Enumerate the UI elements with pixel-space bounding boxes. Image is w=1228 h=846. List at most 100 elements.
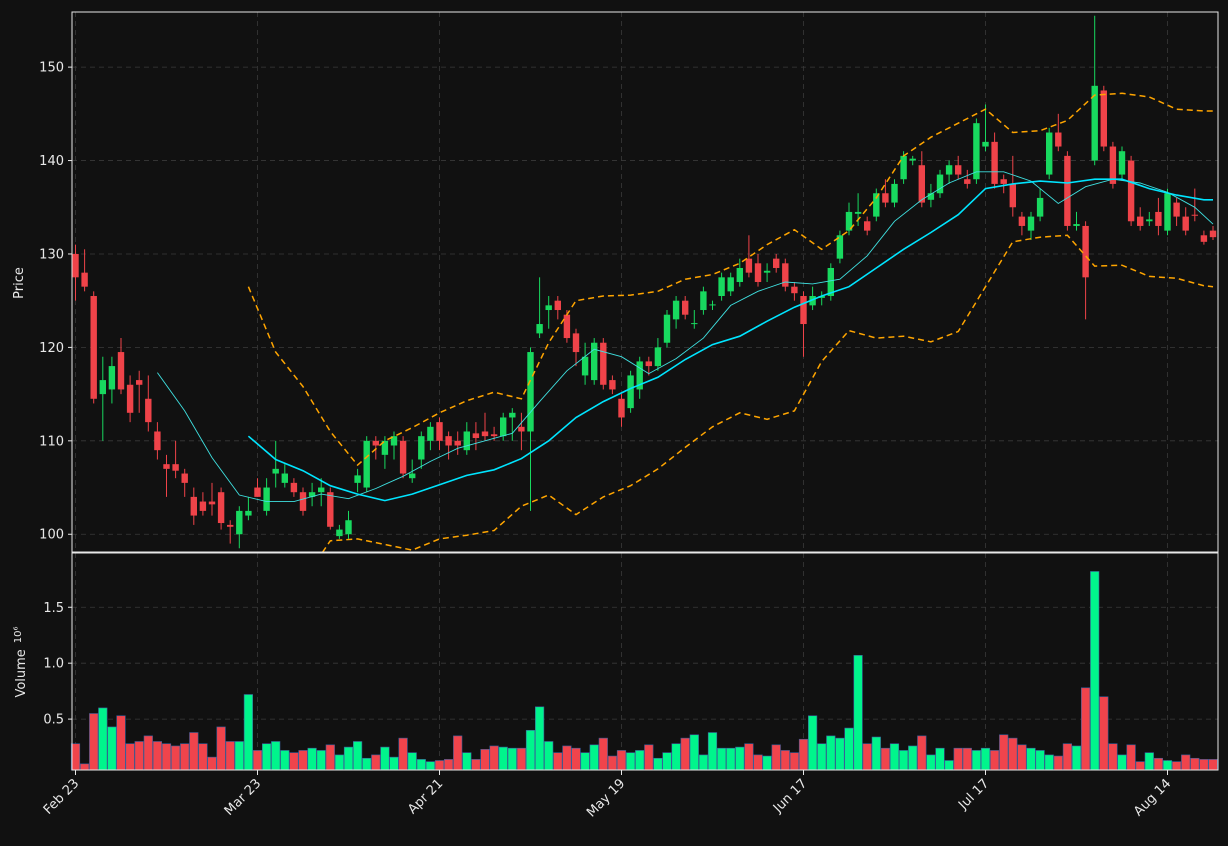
candle-body bbox=[1055, 132, 1062, 147]
candle-body bbox=[691, 323, 698, 325]
candle-body bbox=[509, 412, 516, 418]
volume-bar bbox=[234, 741, 244, 771]
volume-bar bbox=[999, 734, 1009, 771]
volume-bar bbox=[116, 715, 126, 771]
candle-body bbox=[982, 141, 989, 147]
candle-body bbox=[763, 270, 771, 273]
volume-bar bbox=[325, 744, 335, 771]
volume-bar bbox=[1172, 761, 1182, 771]
volume-bar bbox=[680, 737, 690, 771]
candle-body bbox=[827, 267, 834, 297]
line-series bbox=[157, 171, 1214, 503]
y-tick-label: 140 bbox=[39, 154, 64, 169]
volume-bar bbox=[871, 736, 881, 771]
volume-bar bbox=[853, 655, 863, 771]
candle-body bbox=[199, 501, 207, 511]
volume-bar bbox=[971, 750, 981, 771]
candle-body bbox=[536, 324, 543, 334]
candle-body bbox=[955, 165, 962, 175]
volume-bar bbox=[1071, 745, 1082, 771]
volume-bar bbox=[516, 747, 526, 771]
volume-bar bbox=[1117, 754, 1127, 771]
volume-bar bbox=[207, 756, 217, 771]
candle-body bbox=[472, 433, 480, 439]
candle-body bbox=[991, 141, 998, 184]
volume-bar bbox=[425, 761, 436, 771]
volume-bar bbox=[1062, 743, 1072, 771]
line-series bbox=[321, 234, 1214, 552]
volume-bar bbox=[598, 737, 608, 771]
volume-bar bbox=[1190, 757, 1200, 771]
candle-body bbox=[208, 501, 216, 505]
candle-body bbox=[427, 426, 434, 441]
volume-bar bbox=[1090, 571, 1100, 771]
volume-bar bbox=[789, 752, 799, 771]
candle-body bbox=[1118, 151, 1126, 175]
candle-body bbox=[409, 473, 416, 479]
volume-bar bbox=[389, 756, 399, 771]
volume-bar bbox=[316, 750, 326, 771]
volume-bar bbox=[889, 743, 900, 771]
candle-body bbox=[1164, 193, 1171, 231]
y-tick-label: 0.5 bbox=[43, 713, 64, 728]
volume-scale: 10⁶ bbox=[13, 626, 24, 643]
candle-body bbox=[900, 155, 907, 180]
volume-bar bbox=[635, 750, 645, 771]
candle-body bbox=[636, 361, 643, 390]
y-tick-label: 110 bbox=[39, 434, 64, 449]
candle-body bbox=[181, 473, 188, 483]
volume-bar bbox=[1035, 750, 1045, 771]
candle-body bbox=[281, 473, 288, 483]
candle-body bbox=[945, 165, 953, 175]
volume-bar bbox=[716, 747, 727, 771]
candle-body bbox=[736, 267, 743, 282]
volume-bar bbox=[580, 752, 590, 771]
volume-bar bbox=[462, 752, 472, 771]
volume-bar bbox=[1181, 754, 1191, 771]
candle-body bbox=[609, 380, 616, 390]
volume-bar bbox=[1208, 759, 1218, 771]
volume-bar bbox=[80, 763, 90, 771]
volume-bar bbox=[989, 750, 1000, 771]
candle-body bbox=[381, 440, 389, 455]
volume-bar bbox=[271, 741, 281, 771]
candle-body bbox=[927, 193, 935, 200]
candle-body bbox=[1100, 90, 1107, 147]
candles bbox=[72, 15, 1217, 552]
volume-bar bbox=[589, 744, 599, 771]
candle-body bbox=[545, 305, 552, 311]
volume-bar bbox=[498, 746, 508, 771]
volume-bar bbox=[407, 752, 417, 771]
candle-body bbox=[481, 431, 489, 437]
candle-body bbox=[918, 165, 925, 203]
candle-body bbox=[754, 263, 762, 282]
candle-body bbox=[591, 342, 598, 381]
volume-bar bbox=[143, 735, 153, 771]
volume-bar bbox=[525, 729, 536, 771]
volume-bar bbox=[553, 752, 563, 771]
candle-body bbox=[627, 375, 634, 409]
volume-bar bbox=[980, 747, 991, 771]
candle-body bbox=[618, 398, 625, 418]
volume-bar bbox=[1026, 747, 1036, 771]
x-tick-label: Apr 21 bbox=[405, 776, 446, 817]
candle-body bbox=[227, 524, 234, 527]
candle-body bbox=[836, 235, 844, 259]
volume-bar bbox=[571, 747, 581, 771]
candle-body bbox=[654, 347, 662, 367]
candle-body bbox=[436, 422, 443, 441]
volume-bar bbox=[662, 752, 672, 771]
candle-body bbox=[1137, 216, 1144, 226]
volume-bar bbox=[844, 727, 854, 771]
volume-bar bbox=[98, 707, 108, 771]
candle-body bbox=[454, 440, 461, 446]
candle-body bbox=[745, 258, 753, 273]
panel-frame bbox=[71, 11, 1219, 553]
candle-body bbox=[527, 352, 534, 432]
candle-body bbox=[290, 482, 298, 493]
volume-bar bbox=[261, 743, 272, 771]
candle-body bbox=[663, 314, 671, 343]
candle-body bbox=[1046, 132, 1053, 175]
volume-bar bbox=[762, 755, 772, 771]
volume-bar bbox=[817, 743, 827, 771]
